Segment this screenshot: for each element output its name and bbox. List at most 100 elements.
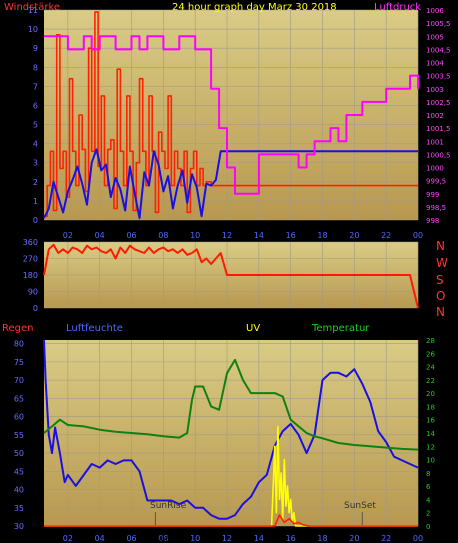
temperature-y-tick-label: 18 xyxy=(426,403,435,411)
wind-y-tick-label: 7 xyxy=(33,82,38,91)
dir-label-n-bottom: N xyxy=(436,305,445,319)
rain-series-line xyxy=(44,514,418,527)
pressure-y-tick-label: 1002,5 xyxy=(426,99,451,107)
humidity-y-tick-label: 55 xyxy=(14,431,24,440)
pressure-y-tick-label: 998 xyxy=(426,217,439,225)
x-tick-label: 04 xyxy=(95,231,105,240)
direction-y-tick-label: 0 xyxy=(33,304,38,313)
x-tick-label: 22 xyxy=(381,231,391,240)
direction-y-tick-label: 90 xyxy=(28,288,38,297)
x-tick-label: 14 xyxy=(254,534,264,543)
x-tick-label: 20 xyxy=(349,231,359,240)
humidity-y-tick-label: 65 xyxy=(14,394,24,403)
temperature-y-tick-label: 6 xyxy=(426,483,431,491)
humidity-y-tick-label: 60 xyxy=(14,413,24,422)
humidity-y-tick-label: 75 xyxy=(14,358,24,367)
pressure-y-tick-label: 1004 xyxy=(426,60,444,68)
direction-series-line xyxy=(43,243,419,309)
uv-label: UV xyxy=(246,323,260,334)
sunset-label: SunSet xyxy=(344,501,376,511)
sunrise-label-axis: SunRise xyxy=(152,535,180,543)
wind-y-tick-label: 4 xyxy=(33,140,38,149)
direction-y-tick-label: 180 xyxy=(23,271,38,280)
x-tick-label: 10 xyxy=(190,231,200,240)
pressure-y-tick-label: 1005,5 xyxy=(426,20,451,28)
temperature-y-tick-label: 2 xyxy=(426,510,430,518)
temperature-y-tick-label: 12 xyxy=(426,443,435,451)
wind-y-tick-label: 3 xyxy=(33,159,38,168)
temperature-y-tick-label: 28 xyxy=(426,337,435,345)
x-tick-label: 02 xyxy=(63,534,73,543)
x-tick-label: 16 xyxy=(286,231,296,240)
temperature-y-tick-label: 26 xyxy=(426,350,435,358)
x-tick-label: 00 xyxy=(413,231,423,240)
pressure-y-tick-label: 1001,5 xyxy=(426,125,451,133)
wind-y-tick-label: 10 xyxy=(28,25,38,34)
pressure-series-line xyxy=(44,35,419,195)
pressure-y-tick-label: 1000 xyxy=(426,165,444,173)
windstarke-label: Windstärke xyxy=(4,2,60,13)
average-series-line xyxy=(43,148,418,220)
humidity-y-tick-label: 35 xyxy=(14,504,24,513)
temperature-y-tick-label: 14 xyxy=(426,430,435,438)
luftdruck-label: Luftdruck xyxy=(374,2,421,13)
pressure-y-tick-label: 998,5 xyxy=(426,204,446,212)
x-tick-label: 18 xyxy=(317,534,327,543)
humidity-y-tick-label: 70 xyxy=(14,376,24,385)
pressure-y-tick-label: 1002 xyxy=(426,112,444,120)
pressure-y-tick-label: 1004,5 xyxy=(426,46,451,54)
pressure-y-tick-label: 1003,5 xyxy=(426,73,451,81)
humidity-y-tick-label: 30 xyxy=(14,522,24,531)
temperature-y-tick-label: 20 xyxy=(426,390,435,398)
humidity-y-tick-label: 80 xyxy=(14,340,24,349)
x-tick-label: 10 xyxy=(190,534,200,543)
x-tick-label: 08 xyxy=(158,231,168,240)
x-tick-label: 06 xyxy=(126,534,136,543)
dir-label-s: S xyxy=(436,273,444,287)
uv-series-line xyxy=(44,425,418,527)
wind-y-tick-label: 9 xyxy=(33,44,38,53)
temperature-y-tick-label: 24 xyxy=(426,364,435,372)
x-tick-label: 12 xyxy=(222,534,232,543)
temperatur-label: Temperatur xyxy=(311,323,370,334)
dir-label-w: W xyxy=(436,256,448,270)
wind-y-tick-label: 0 xyxy=(33,216,38,225)
x-tick-label: 18 xyxy=(317,231,327,240)
humidity-y-tick-label: 45 xyxy=(14,467,24,476)
pressure-y-tick-label: 999 xyxy=(426,191,439,199)
dir-label-n-top: N xyxy=(436,239,445,253)
x-tick-label: 06 xyxy=(126,231,136,240)
chart-title: 24 hour graph day Marz 30 2018 xyxy=(172,2,337,13)
luftfeuchte-label: Luftfeuchte xyxy=(66,323,123,334)
pressure-y-tick-label: 999,5 xyxy=(426,178,446,186)
x-tick-label: 08 xyxy=(158,534,168,543)
wind-y-tick-label: 11 xyxy=(28,6,38,15)
x-tick-label: 02 xyxy=(63,231,73,240)
pressure-y-tick-label: 1001 xyxy=(426,138,444,146)
x-tick-label: 20 xyxy=(349,534,359,543)
x-tick-label: 12 xyxy=(222,231,232,240)
pressure-y-tick-label: 1003 xyxy=(426,86,444,94)
pressure-y-tick-label: 1000,5 xyxy=(426,151,451,159)
direction-y-tick-label: 360 xyxy=(23,238,38,247)
pressure-y-tick-label: 1006 xyxy=(426,7,444,15)
x-tick-label: 04 xyxy=(95,534,105,543)
temperature-y-tick-label: 8 xyxy=(426,470,430,478)
dir-label-o: O xyxy=(436,289,445,303)
x-tick-label: 00 xyxy=(413,534,423,543)
temperature-y-tick-label: 16 xyxy=(426,417,435,425)
temperature-y-tick-label: 0 xyxy=(426,523,430,531)
wind-y-tick-label: 8 xyxy=(33,63,38,72)
temperature-series-line xyxy=(43,358,419,451)
humidity-y-tick-label: 50 xyxy=(14,449,24,458)
wind-y-tick-label: 1 xyxy=(33,197,38,206)
wind-y-tick-label: 6 xyxy=(33,101,38,110)
temperature-y-tick-label: 22 xyxy=(426,377,435,385)
x-tick-label: 16 xyxy=(286,534,296,543)
humidity-series-line xyxy=(43,339,419,520)
humidity-y-tick-label: 40 xyxy=(14,486,24,495)
temperature-y-tick-label: 10 xyxy=(426,457,435,465)
wind-y-tick-label: 2 xyxy=(33,178,38,187)
